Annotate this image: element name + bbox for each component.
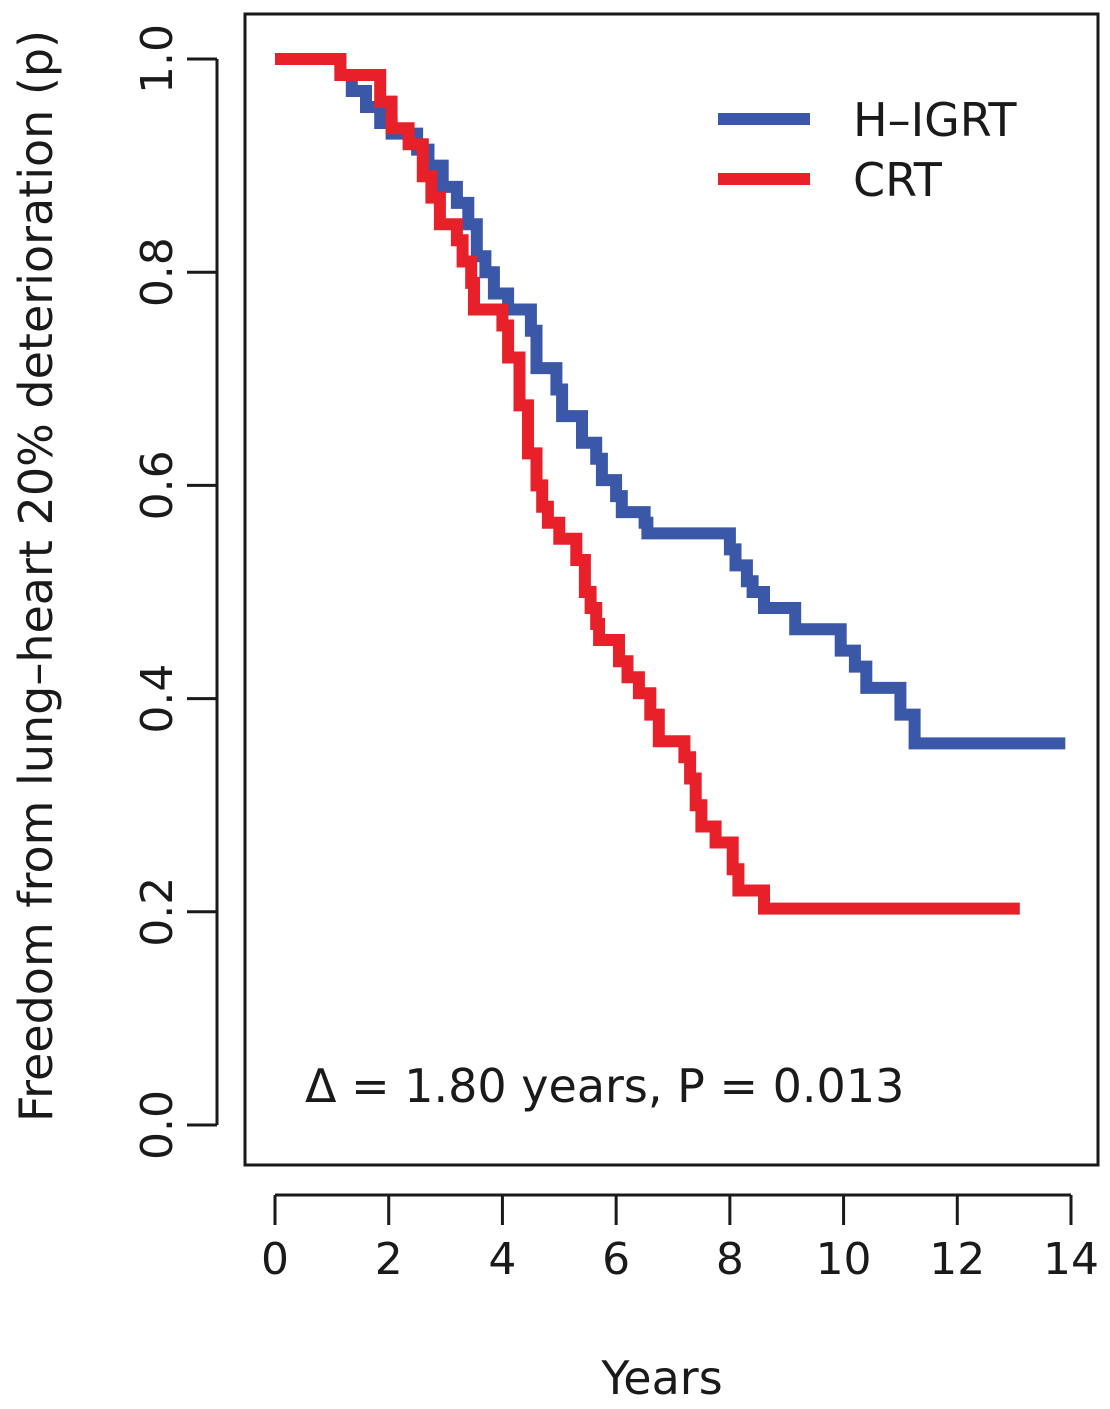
x-tick-label: 0	[261, 1234, 289, 1285]
x-tick-label: 14	[1043, 1234, 1099, 1285]
y-axis: 0.0 0.2 0.4 0.6 0.8 1.0	[132, 24, 219, 1160]
x-axis-title: Years	[600, 1351, 722, 1405]
plot-frame	[243, 12, 1100, 1167]
statistics-annotation: Δ = 1.80 years, P = 0.013	[305, 1059, 904, 1113]
series-line-h-igrt	[275, 53, 1066, 750]
y-tick-label: 0.0	[132, 1090, 183, 1160]
y-axis-title: Freedom from lung–heart 20% deterioratio…	[9, 30, 63, 1122]
x-tick-label: 12	[929, 1234, 985, 1285]
series-layer	[275, 53, 1066, 915]
x-tick-label: 2	[375, 1234, 403, 1285]
x-tick-label: 6	[602, 1234, 630, 1285]
y-tick-label: 0.2	[132, 877, 183, 947]
y-tick-label: 0.6	[132, 450, 183, 520]
y-tick-label: 0.4	[132, 664, 183, 734]
series-line-crt	[275, 53, 1020, 915]
legend-label-h-igrt: H–IGRT	[853, 93, 1017, 147]
y-tick-label: 1.0	[132, 24, 183, 94]
x-tick-label: 10	[816, 1234, 872, 1285]
x-tick-label: 8	[716, 1234, 744, 1285]
x-axis: 0 2 4 6 8 10 12 14	[261, 1193, 1099, 1285]
y-tick-label: 0.8	[132, 237, 183, 307]
legend-label-crt: CRT	[853, 153, 943, 207]
x-tick-label: 4	[488, 1234, 516, 1285]
legend: H–IGRT CRT	[718, 93, 1017, 207]
